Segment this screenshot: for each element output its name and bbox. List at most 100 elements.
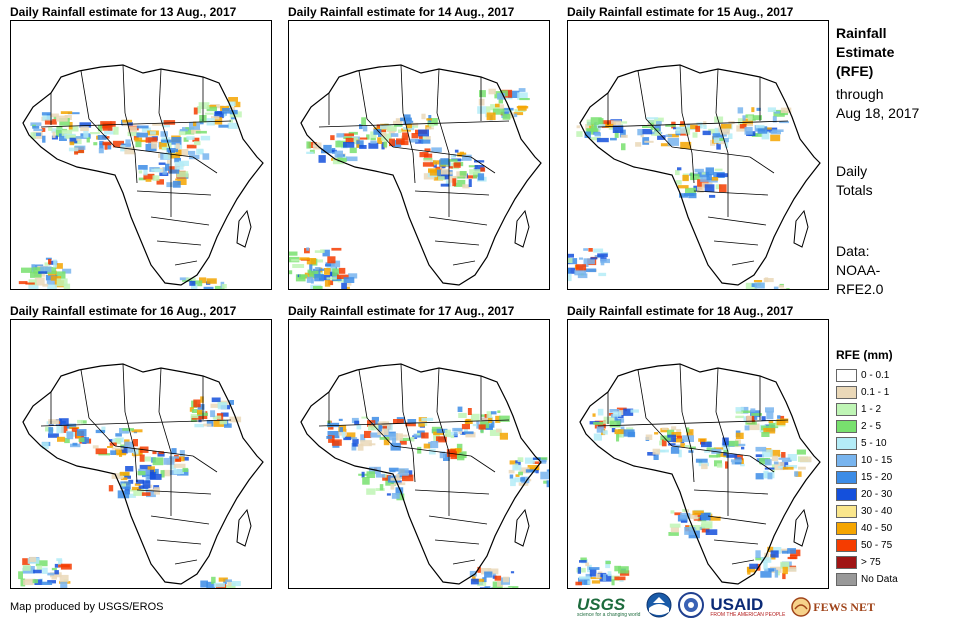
rain-cell (660, 143, 671, 147)
rain-cell (361, 416, 368, 419)
rain-cell (654, 131, 661, 136)
rain-cell (755, 446, 767, 452)
rain-cell (714, 116, 724, 123)
rain-cell (371, 416, 379, 425)
rain-cell (772, 129, 784, 132)
rain-cell (603, 421, 615, 424)
rain-cell (590, 125, 598, 133)
rain-cell (701, 528, 710, 533)
rainfall-map (288, 319, 550, 589)
rain-cell (654, 117, 664, 122)
through-line: Aug 18, 2017 (836, 105, 920, 121)
rain-cell (462, 184, 470, 189)
rainfall-map (567, 20, 829, 290)
country-border (192, 156, 218, 174)
rain-cell (781, 550, 789, 554)
rain-cell (794, 471, 799, 477)
country-border (156, 539, 202, 545)
rain-cell (334, 150, 343, 158)
rain-cell (193, 121, 197, 127)
rain-cell (387, 423, 393, 431)
rain-cell (72, 442, 78, 446)
rain-cell (448, 166, 453, 169)
rain-cell (713, 137, 722, 143)
rain-cell (42, 135, 46, 143)
rain-cell (524, 457, 535, 464)
rain-cell (667, 434, 676, 443)
rain-cell (34, 579, 43, 585)
rain-cell (380, 124, 392, 130)
rainfall-pattern (18, 396, 242, 588)
rain-cell (386, 493, 391, 496)
rain-cell (361, 471, 365, 478)
rain-cell (470, 413, 480, 421)
africa-map-svg (18, 64, 264, 289)
rain-cell (200, 135, 211, 141)
rainfall-map (567, 319, 829, 589)
rain-cell (454, 176, 466, 179)
rain-cell (568, 253, 574, 258)
country-border (136, 489, 212, 495)
country-border (88, 417, 116, 447)
rain-cell (206, 278, 217, 284)
rain-cell (660, 428, 669, 433)
rain-cell (667, 133, 679, 138)
rain-cell (173, 468, 184, 474)
rain-cell (654, 432, 659, 435)
rainfall-pattern (326, 406, 549, 588)
rain-cell (113, 126, 119, 135)
rain-cell (214, 105, 224, 109)
rainfall-pattern (575, 406, 812, 586)
rain-cell (163, 457, 175, 465)
rain-cell (151, 141, 158, 149)
rain-cell (480, 167, 486, 172)
rain-cell (134, 483, 141, 486)
heading-line: (RFE) (836, 63, 874, 79)
rain-cell (489, 429, 502, 436)
rain-cell (778, 466, 784, 469)
rain-cell (78, 437, 85, 442)
rain-cell (799, 456, 812, 463)
rain-cell (701, 521, 713, 529)
rain-cell (747, 115, 753, 121)
rain-cell (735, 432, 744, 439)
country-border (114, 146, 194, 158)
legend-swatch (836, 403, 857, 416)
rain-cell (59, 133, 67, 141)
rain-cell (759, 457, 771, 465)
country-border (434, 539, 480, 545)
rain-cell (324, 280, 331, 287)
rain-cell (42, 283, 49, 287)
rain-cell (421, 432, 429, 439)
rain-cell (652, 448, 661, 455)
rain-cell (587, 580, 591, 585)
rain-cell (127, 448, 135, 453)
rain-cell (359, 124, 363, 130)
usaid-logo: USAID FROM THE AMERICAN PEOPLE (710, 596, 785, 618)
rain-cell (306, 151, 314, 154)
rain-cell (169, 464, 177, 470)
rain-cell (764, 467, 775, 470)
rain-cell (134, 137, 143, 142)
rain-cell (781, 452, 786, 458)
rain-cell (44, 262, 51, 266)
rain-cell (188, 150, 196, 155)
country-border (318, 120, 510, 128)
rain-cell (637, 129, 643, 136)
rain-cell (29, 556, 37, 563)
country-border (392, 445, 472, 457)
rain-cell (751, 283, 758, 287)
sidebar-totals: Daily Totals (836, 162, 873, 200)
rain-cell (366, 134, 370, 140)
legend-label: > 75 (861, 557, 881, 568)
rain-cell (38, 271, 48, 274)
rain-cell (761, 416, 766, 421)
rain-cell (653, 453, 659, 460)
rain-cell (345, 432, 356, 439)
rain-cell (348, 273, 358, 279)
rain-cell (222, 108, 231, 114)
panel-title: Daily Rainfall estimate for 15 Aug., 201… (567, 5, 794, 19)
rain-cell (579, 560, 587, 563)
rain-cell (169, 456, 179, 459)
country-border (713, 240, 759, 246)
